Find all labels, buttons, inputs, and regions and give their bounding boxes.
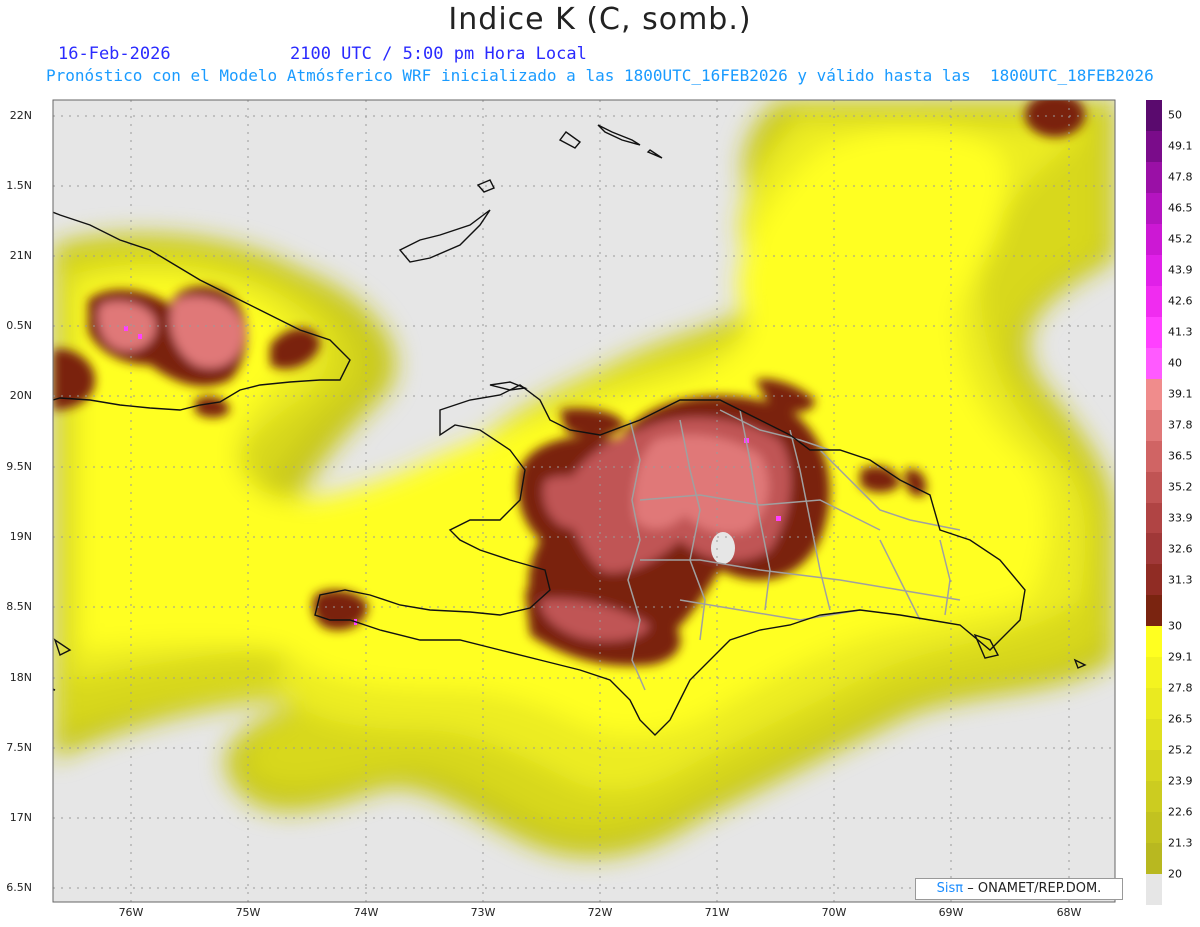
lon-label: 75W xyxy=(235,906,261,919)
colorbar-label: 47.8 xyxy=(1168,170,1193,184)
colorbar-cell xyxy=(1146,626,1162,658)
colorbar-cell xyxy=(1146,595,1162,627)
colorbar-cell xyxy=(1146,688,1162,720)
colorbar-label: 36.5 xyxy=(1168,449,1193,463)
colorbar-cell xyxy=(1146,192,1162,225)
colorbar-label: 42.6 xyxy=(1168,294,1193,308)
colorbar-label: 33.9 xyxy=(1168,511,1193,525)
lon-label: 72W xyxy=(587,906,613,919)
colorbar-label: 43.9 xyxy=(1168,263,1193,277)
colorbar-cell xyxy=(1146,781,1162,813)
colorbar-cell xyxy=(1146,750,1162,782)
lat-label: 0.5N xyxy=(6,319,32,332)
map-title: Indice K (C, somb.) xyxy=(448,2,752,37)
colorbar-cell xyxy=(1146,719,1162,751)
colorbar-label: 30 xyxy=(1168,619,1182,633)
lat-label: 22N xyxy=(9,109,32,122)
colorbar-cell xyxy=(1146,378,1162,411)
forecast-time: 2100 UTC / 5:00 pm Hora Local xyxy=(290,44,587,64)
lat-label: 8.5N xyxy=(6,600,32,613)
colorbar-cell xyxy=(1146,564,1162,596)
colorbar-label: 41.3 xyxy=(1168,325,1193,339)
colorbar-cell xyxy=(1146,100,1162,132)
lat-label: 21N xyxy=(9,249,32,262)
colorbar-cell xyxy=(1146,812,1162,844)
credit-box: Sisπ – ONAMET/REP.DOM. xyxy=(915,878,1123,900)
colorbar-cell xyxy=(1146,874,1162,906)
lon-label: 74W xyxy=(353,906,379,919)
colorbar-cell xyxy=(1146,161,1162,194)
colorbar-cell xyxy=(1146,409,1162,442)
lat-label: 18N xyxy=(9,671,32,684)
colorbar-label: 46.5 xyxy=(1168,201,1193,215)
plot-frame xyxy=(52,99,1116,903)
lon-label: 68W xyxy=(1056,906,1082,919)
colorbar-cell xyxy=(1146,502,1162,534)
colorbar-cell xyxy=(1146,130,1162,163)
lat-label: 1.5N xyxy=(6,179,32,192)
lat-label: 19N xyxy=(9,530,32,543)
colorbar-label: 22.6 xyxy=(1168,805,1193,819)
colorbar-label: 21.3 xyxy=(1168,836,1193,850)
coastlines xyxy=(53,124,1087,736)
high-k-field xyxy=(53,100,1085,666)
lat-label: 17N xyxy=(9,811,32,824)
lon-label: 70W xyxy=(821,906,847,919)
colorbar-label: 35.2 xyxy=(1168,480,1193,494)
colorbar-label: 40 xyxy=(1168,356,1182,370)
colorbar-cell xyxy=(1146,316,1162,349)
colorbar-label: 20 xyxy=(1168,867,1182,881)
colorbar-label: 23.9 xyxy=(1168,774,1193,788)
colorbar-label: 27.8 xyxy=(1168,681,1193,695)
colorbar-cell xyxy=(1146,440,1162,473)
colorbar-cell xyxy=(1146,347,1162,380)
colorbar-cell xyxy=(1146,657,1162,689)
lon-label: 76W xyxy=(118,906,144,919)
lat-label: 6.5N xyxy=(6,881,32,894)
colorbar-cell xyxy=(1146,223,1162,256)
colorbar-label: 37.8 xyxy=(1168,418,1193,432)
model-subtitle: Pronóstico con el Modelo Atmósferico WRF… xyxy=(46,66,1154,85)
colorbar-cell xyxy=(1146,533,1162,565)
colorbar-cell xyxy=(1146,471,1162,503)
lat-label: 9.5N xyxy=(6,460,32,473)
colorbar-label: 50 xyxy=(1168,108,1182,122)
colorbar-label: 32.6 xyxy=(1168,542,1193,556)
colorbar xyxy=(1146,100,1162,906)
forecast-date: 16-Feb-2026 xyxy=(58,44,171,64)
colorbar-label: 26.5 xyxy=(1168,712,1193,726)
colorbar-cell xyxy=(1146,843,1162,875)
sispi-logo: Sisπ xyxy=(936,881,964,896)
colorbar-cell xyxy=(1146,254,1162,287)
colorbar-label: 29.1 xyxy=(1168,650,1193,664)
colorbar-label: 25.2 xyxy=(1168,743,1193,757)
k-index-map xyxy=(52,99,1116,903)
lat-label: 7.5N xyxy=(6,741,32,754)
lon-label: 73W xyxy=(470,906,496,919)
colorbar-label: 31.3 xyxy=(1168,573,1193,587)
colorbar-label: 45.2 xyxy=(1168,232,1193,246)
low-k-area xyxy=(711,532,735,564)
lat-label: 20N xyxy=(9,389,32,402)
graticule xyxy=(53,100,1115,902)
colorbar-cell xyxy=(1146,285,1162,318)
lon-label: 71W xyxy=(704,906,730,919)
province-borders xyxy=(627,409,961,691)
credit-text: – ONAMET/REP.DOM. xyxy=(967,881,1102,896)
colorbar-label: 39.1 xyxy=(1168,387,1193,401)
lon-label: 69W xyxy=(938,906,964,919)
colorbar-label: 49.1 xyxy=(1168,139,1193,153)
